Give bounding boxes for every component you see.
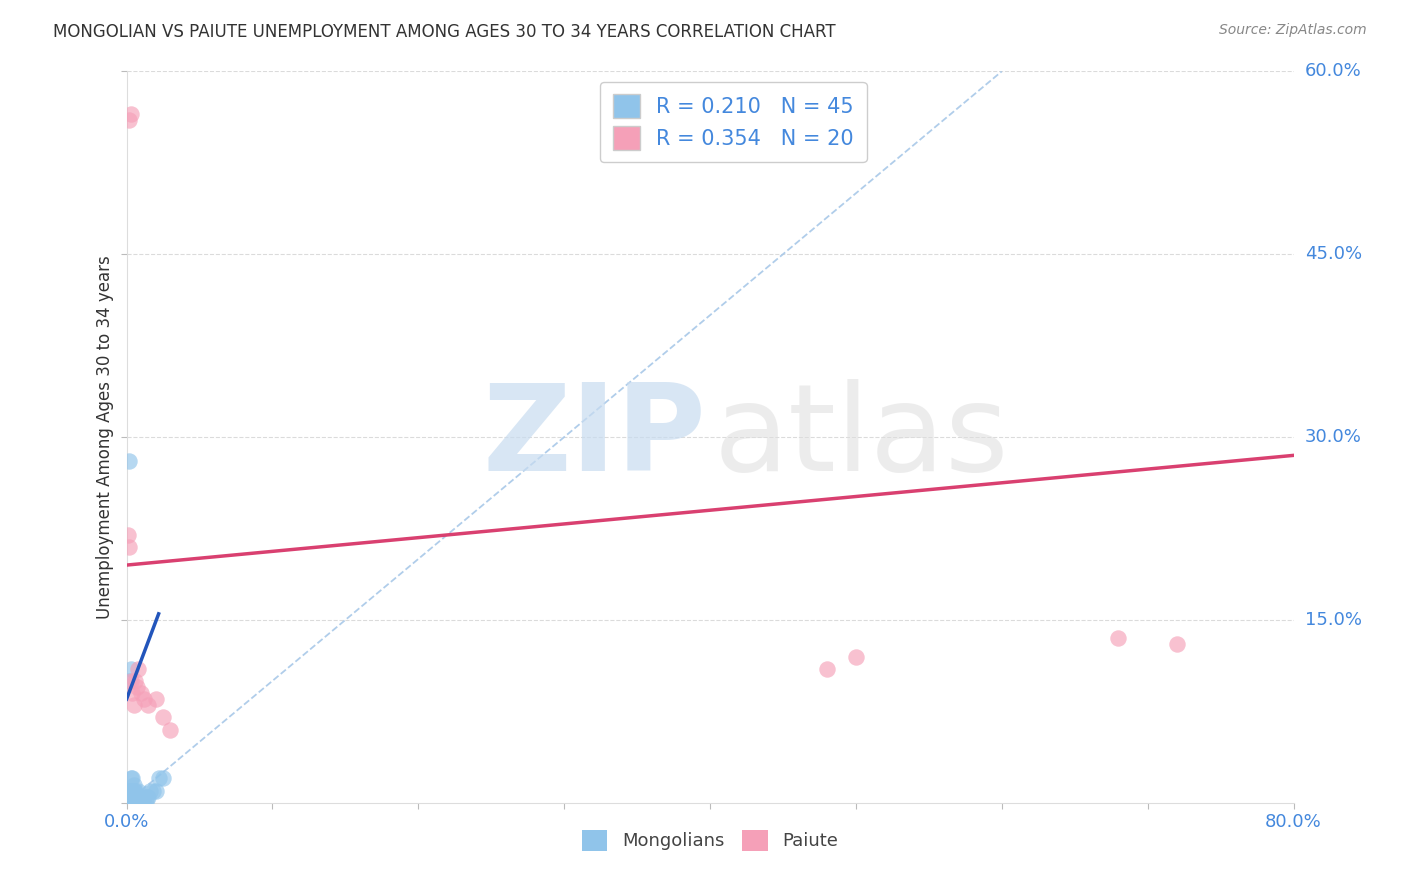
Point — [129, 686, 152, 700]
Point — [121, 686, 143, 700]
Point — [117, 796, 139, 810]
Point — [845, 649, 868, 664]
Point — [129, 796, 152, 810]
Text: 45.0%: 45.0% — [1305, 245, 1362, 263]
Text: 30.0%: 30.0% — [1305, 428, 1361, 446]
Point — [117, 527, 139, 541]
Point — [134, 796, 156, 810]
Point — [128, 796, 150, 810]
Point — [132, 692, 155, 706]
Point — [121, 783, 143, 797]
Point — [124, 789, 146, 804]
Point — [120, 662, 142, 676]
Point — [132, 789, 155, 804]
Point — [117, 789, 139, 804]
Point — [125, 796, 148, 810]
Point — [118, 796, 141, 810]
Point — [122, 698, 145, 713]
Point — [1108, 632, 1130, 646]
Point — [117, 783, 139, 797]
Point — [118, 454, 141, 468]
Point — [815, 662, 838, 676]
Point — [122, 789, 145, 804]
Point — [131, 796, 153, 810]
Point — [129, 789, 152, 804]
Point — [125, 789, 148, 804]
Point — [122, 783, 145, 797]
Point — [118, 789, 141, 804]
Point — [127, 783, 149, 797]
Text: ZIP: ZIP — [482, 378, 707, 496]
Point — [145, 783, 167, 797]
Point — [120, 673, 142, 688]
Point — [118, 540, 141, 554]
Point — [120, 107, 142, 121]
Point — [118, 113, 141, 128]
Point — [121, 772, 143, 786]
Point — [120, 789, 142, 804]
Point — [124, 673, 146, 688]
Point — [122, 778, 145, 792]
Point — [127, 662, 149, 676]
Point — [152, 710, 174, 724]
Point — [152, 772, 174, 786]
Legend: Mongolians, Paiute: Mongolians, Paiute — [574, 821, 846, 860]
Point — [159, 723, 181, 737]
Point — [136, 789, 159, 804]
Point — [124, 796, 146, 810]
Y-axis label: Unemployment Among Ages 30 to 34 years: Unemployment Among Ages 30 to 34 years — [96, 255, 114, 619]
Point — [118, 783, 141, 797]
Point — [138, 789, 160, 804]
Point — [121, 796, 143, 810]
Point — [145, 692, 167, 706]
Point — [124, 783, 146, 797]
Point — [125, 680, 148, 694]
Text: atlas: atlas — [713, 378, 1010, 496]
Text: 60.0%: 60.0% — [1305, 62, 1361, 80]
Point — [128, 789, 150, 804]
Text: Source: ZipAtlas.com: Source: ZipAtlas.com — [1219, 23, 1367, 37]
Point — [142, 783, 165, 797]
Point — [138, 698, 160, 713]
Point — [118, 673, 141, 688]
Text: MONGOLIAN VS PAIUTE UNEMPLOYMENT AMONG AGES 30 TO 34 YEARS CORRELATION CHART: MONGOLIAN VS PAIUTE UNEMPLOYMENT AMONG A… — [53, 23, 837, 41]
Point — [121, 789, 143, 804]
Point — [120, 796, 142, 810]
Point — [122, 796, 145, 810]
Point — [148, 772, 170, 786]
Point — [127, 796, 149, 810]
Point — [120, 772, 142, 786]
Point — [120, 796, 142, 810]
Point — [120, 783, 142, 797]
Point — [139, 783, 162, 797]
Point — [118, 796, 141, 810]
Text: 15.0%: 15.0% — [1305, 611, 1361, 629]
Point — [1166, 637, 1188, 651]
Point — [127, 789, 149, 804]
